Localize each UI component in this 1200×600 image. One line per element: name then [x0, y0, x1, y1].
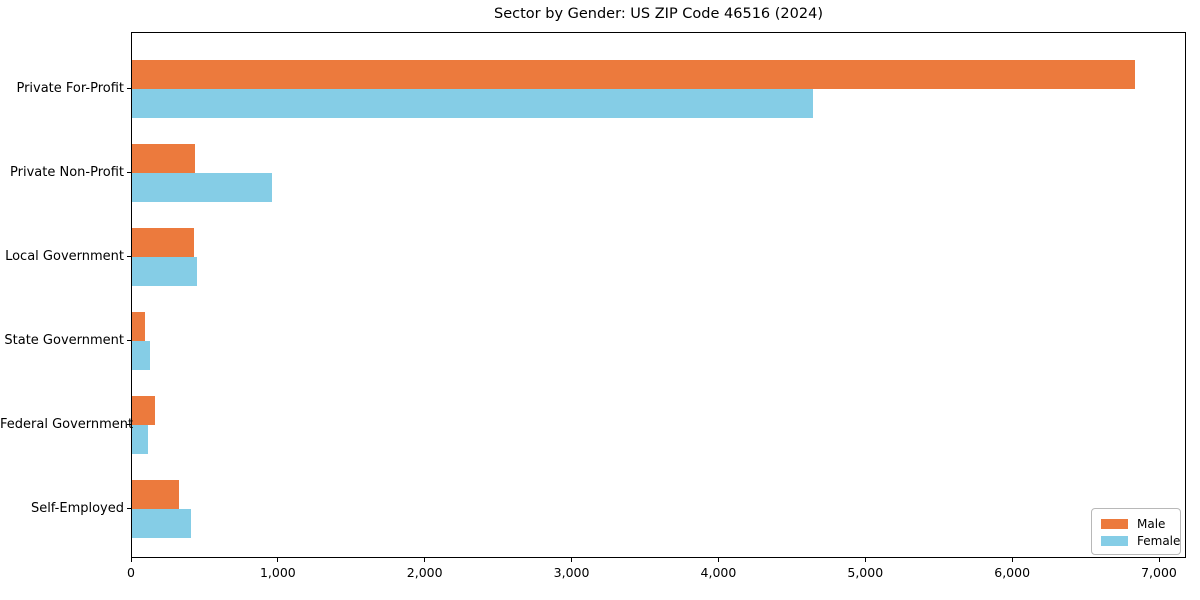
x-tick-label: 6,000: [994, 565, 1031, 580]
x-tick-label: 1,000: [259, 565, 296, 580]
y-tick-label: Self-Employed: [30, 500, 124, 516]
x-tick-mark: [277, 558, 279, 562]
legend-entry-female: Female: [1101, 532, 1180, 549]
y-tick-label: Local Government: [5, 248, 124, 264]
x-tick-label: 2,000: [406, 565, 443, 580]
y-tick-mark: [127, 340, 131, 341]
bar-male: [132, 59, 1135, 89]
y-tick-mark: [127, 256, 131, 257]
x-tick-mark: [571, 558, 573, 562]
bar-female: [132, 424, 148, 454]
x-tick-mark: [717, 558, 719, 562]
y-tick-mark: [127, 508, 131, 509]
bar-female: [132, 256, 197, 286]
x-tick-label: 7,000: [1141, 565, 1177, 580]
bar-male: [132, 311, 145, 341]
x-tick-label: 3,000: [553, 565, 590, 580]
bar-female: [132, 88, 813, 118]
y-tick-label: Private Non-Profit: [10, 164, 124, 180]
x-tick-mark: [130, 558, 132, 562]
x-tick-label: 5,000: [847, 565, 884, 580]
bar-female: [132, 340, 150, 370]
x-tick-mark: [864, 558, 866, 562]
y-tick-mark: [127, 88, 131, 89]
legend-label-female: Female: [1137, 533, 1181, 548]
bar-male: [132, 395, 155, 425]
legend-entry-male: Male: [1101, 515, 1180, 532]
plot-area: [131, 32, 1186, 558]
y-tick-label: State Government: [4, 332, 124, 348]
y-tick-mark: [127, 424, 131, 425]
x-tick-label: 0: [127, 565, 135, 580]
bar-female: [132, 172, 272, 202]
female-swatch-icon: [1101, 535, 1128, 546]
legend: Male Female: [1091, 508, 1181, 555]
y-tick-mark: [127, 172, 131, 173]
x-tick-mark: [1158, 558, 1160, 562]
bar-male: [132, 479, 179, 509]
x-tick-label: 4,000: [700, 565, 737, 580]
x-tick-mark: [424, 558, 426, 562]
bar-male: [132, 143, 195, 173]
chart-title: Sector by Gender: US ZIP Code 46516 (202…: [494, 6, 823, 22]
male-swatch-icon: [1101, 518, 1128, 529]
legend-label-male: Male: [1137, 516, 1166, 531]
x-tick-mark: [1011, 558, 1013, 562]
bar-male: [132, 227, 194, 257]
bar-female: [132, 508, 191, 538]
y-tick-label: Federal Government: [0, 416, 134, 432]
y-tick-label: Private For-Profit: [16, 80, 124, 96]
